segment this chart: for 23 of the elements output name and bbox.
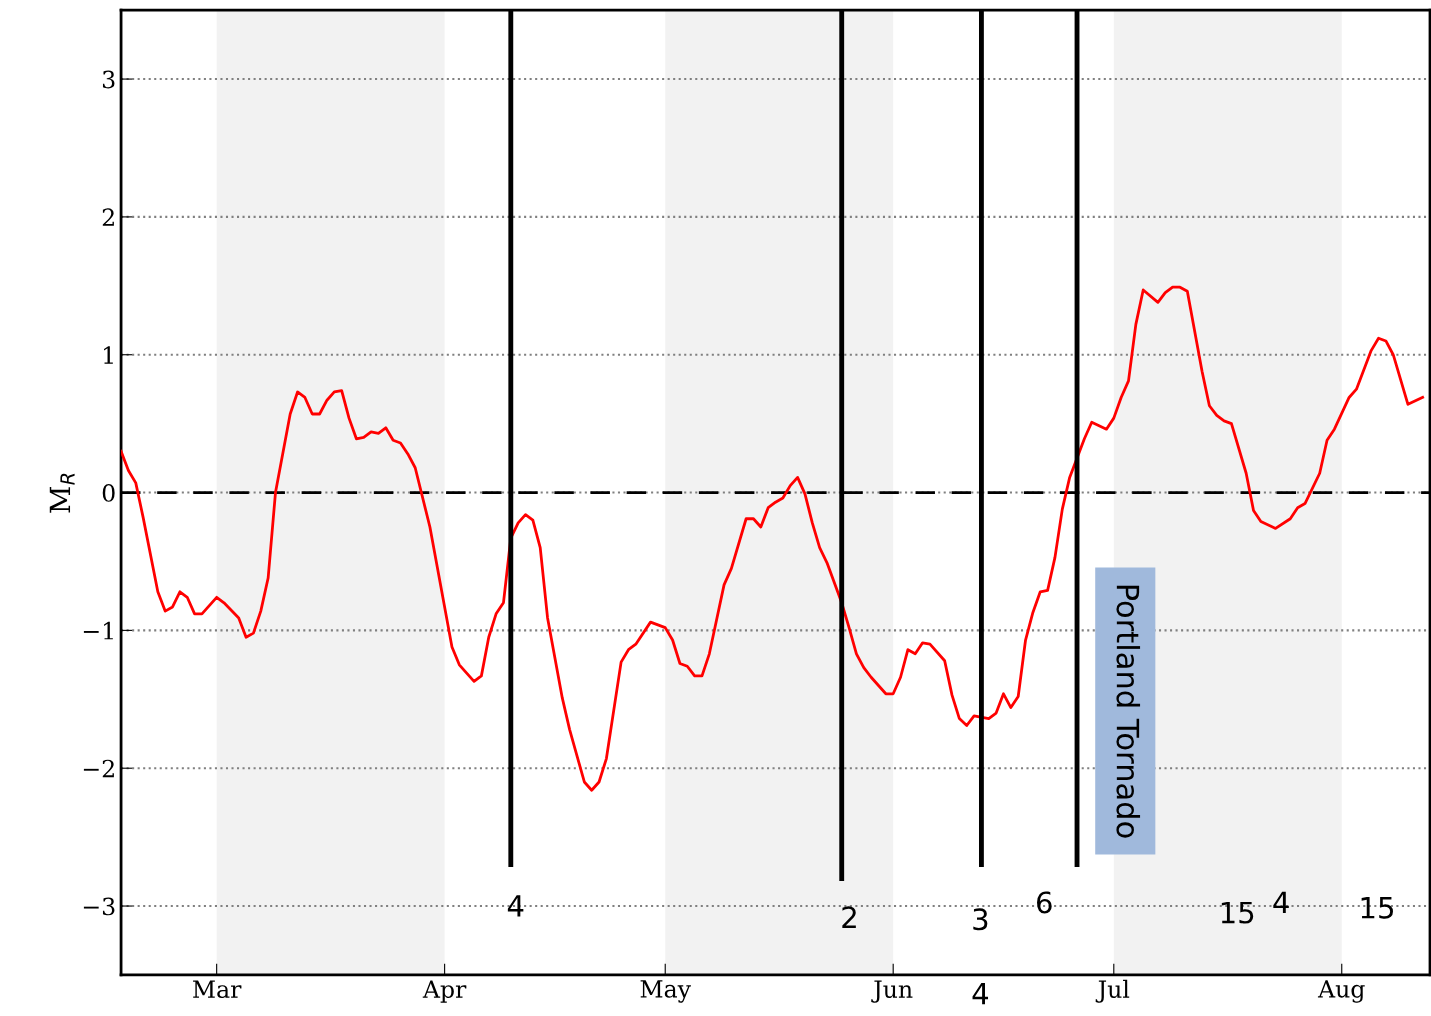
annotation: 4 bbox=[507, 895, 524, 917]
x-tick-label: Aug bbox=[1317, 980, 1365, 1003]
y-tick-label: 0 bbox=[102, 484, 115, 502]
text: 4 bbox=[972, 982, 989, 1005]
annotation: 15 bbox=[1361, 897, 1393, 919]
x-tick-label: Jun bbox=[871, 980, 913, 1003]
x-tick-label: Mar bbox=[193, 980, 242, 999]
y-tick-label: −1 bbox=[83, 621, 113, 640]
x-tick-label: Jul bbox=[1095, 979, 1130, 1003]
annotation: 6 bbox=[1037, 891, 1052, 914]
y-tick-label: −3 bbox=[83, 897, 115, 916]
annotation: 15 bbox=[1221, 901, 1254, 924]
annotation: 4 bbox=[1273, 891, 1289, 914]
y-tick-label: −2 bbox=[83, 759, 114, 778]
x-tick-label: Apr bbox=[422, 980, 467, 1003]
y-axis-title: M$_{R}$ bbox=[49, 473, 75, 513]
annotation: Portland Tornado bbox=[1116, 585, 1141, 838]
annotation: 2 bbox=[842, 906, 856, 929]
x-tick-label: May bbox=[640, 980, 691, 1003]
y-tick-label: 3 bbox=[102, 70, 115, 89]
y-tick-label: 1 bbox=[104, 346, 113, 364]
annotation: 3 bbox=[973, 908, 988, 931]
y-tick-label: 2 bbox=[102, 208, 114, 226]
